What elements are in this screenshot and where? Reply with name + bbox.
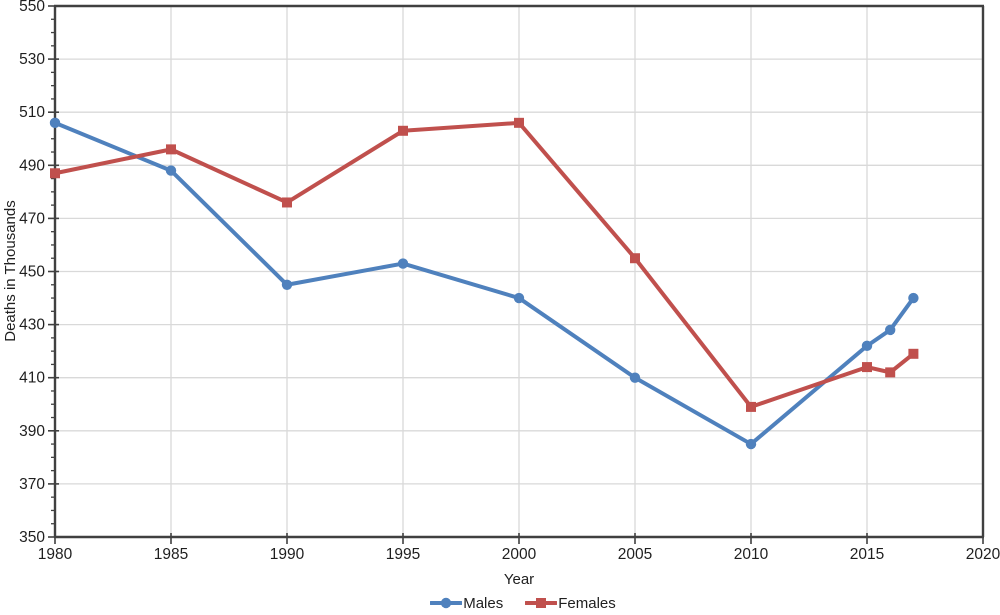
males-marker <box>281 279 293 290</box>
males-marker <box>165 165 177 176</box>
legend-marker-shape <box>536 598 547 608</box>
males-marker <box>861 340 873 352</box>
x-tick-label: 2020 <box>966 546 1000 563</box>
males-marker <box>885 324 896 336</box>
x-tick-label: 1985 <box>154 546 188 563</box>
females-marker <box>630 253 640 264</box>
y-tick-label: 490 <box>19 157 45 174</box>
males-line-marker-icon <box>430 597 463 609</box>
y-tick-label: 350 <box>19 529 45 546</box>
x-tick-label: 1980 <box>38 546 73 563</box>
y-axis-title: Deaths in Thousands <box>2 200 19 342</box>
females-marker <box>166 144 176 155</box>
legend: Males Females <box>0 593 1000 613</box>
legend-label-males: Males <box>463 594 504 612</box>
legend-label-females: Females <box>558 594 616 612</box>
legend-item-males: Males <box>430 595 503 612</box>
y-tick-label: 550 <box>19 0 45 15</box>
females-line-marker-icon <box>525 598 558 608</box>
males-marker <box>629 372 641 383</box>
legend-item-females: Females <box>525 595 616 612</box>
x-tick-label: 2000 <box>502 546 537 563</box>
males-marker <box>908 292 919 304</box>
females-marker <box>746 401 756 412</box>
x-tick-label: 2015 <box>850 546 884 563</box>
x-tick-label: 2010 <box>734 546 769 563</box>
y-tick-label: 430 <box>19 317 45 334</box>
males-marker <box>745 438 757 450</box>
y-tick-label: 510 <box>19 104 45 121</box>
y-tick-label: 390 <box>19 423 45 440</box>
females-marker <box>908 348 919 359</box>
y-tick-label: 410 <box>19 370 45 387</box>
x-tick-label: 1995 <box>386 546 420 563</box>
y-tick-label: 450 <box>19 264 45 281</box>
males-series-line <box>53 120 916 447</box>
females-marker <box>398 125 408 136</box>
females-marker <box>514 117 524 128</box>
y-tick-label: 370 <box>19 476 45 493</box>
females-marker <box>282 197 292 208</box>
x-tick-label: 1990 <box>270 546 305 563</box>
females-marker <box>50 168 60 179</box>
males-marker <box>397 258 409 269</box>
females-series-line <box>53 120 916 409</box>
legend-marker-shape <box>441 597 452 609</box>
y-tick-label: 470 <box>19 210 45 227</box>
females-marker <box>862 362 872 373</box>
y-tick-label: 530 <box>19 51 45 68</box>
males-marker <box>513 292 525 304</box>
x-tick-label: 2005 <box>618 546 652 563</box>
females-marker <box>885 367 896 378</box>
males-marker <box>49 117 61 129</box>
x-axis-title: Year <box>503 571 535 588</box>
